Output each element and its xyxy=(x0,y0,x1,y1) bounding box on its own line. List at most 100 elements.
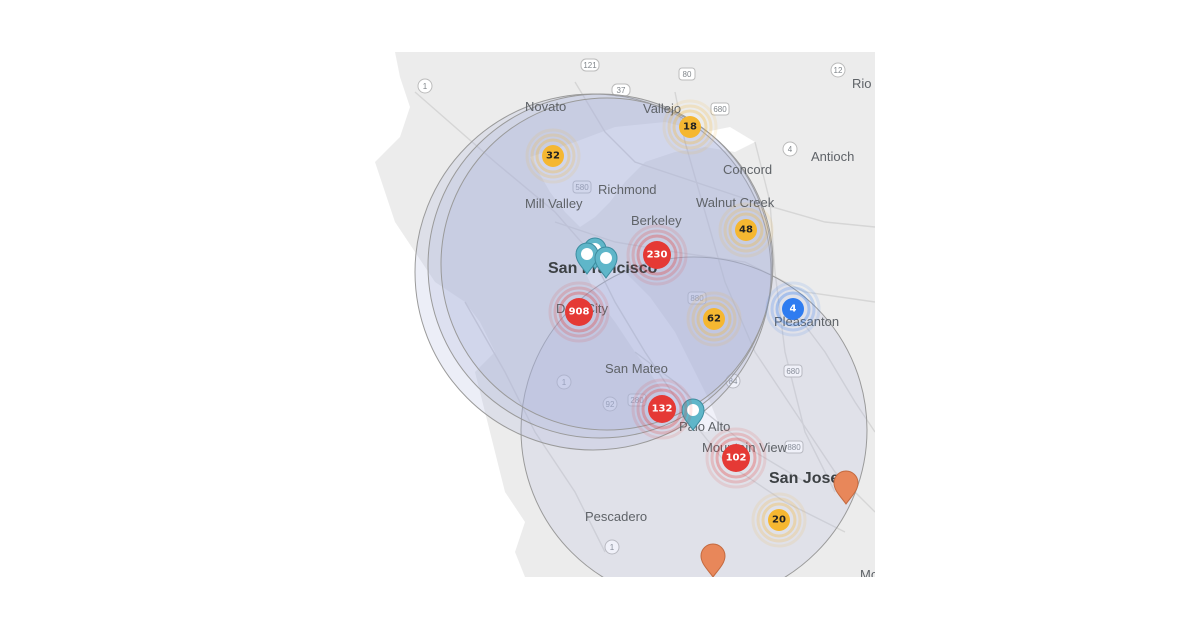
marker-cluster-102[interactable]: 102 xyxy=(705,427,767,489)
marker-cluster-icon xyxy=(703,308,725,330)
cluster-halo xyxy=(696,301,732,337)
svg-text:880: 880 xyxy=(787,443,801,452)
svg-text:680: 680 xyxy=(713,105,727,114)
cluster-halo xyxy=(631,378,693,440)
svg-text:37: 37 xyxy=(617,86,626,95)
cluster-count: 18 xyxy=(683,122,697,133)
marker-cluster-icon xyxy=(643,241,671,269)
marker-cluster-48[interactable]: 48 xyxy=(718,202,774,258)
cluster-halo xyxy=(558,291,600,333)
map-pin-icon[interactable] xyxy=(700,543,726,577)
road-network xyxy=(414,81,875,553)
place-label-richmond: Richmond xyxy=(598,182,657,197)
svg-text:4: 4 xyxy=(788,145,793,154)
bay-water xyxy=(530,122,755,227)
marker-cluster-908[interactable]: 908 xyxy=(548,281,610,343)
marker-cluster-icon xyxy=(735,219,757,241)
cluster-halo xyxy=(662,99,718,155)
marker-cluster-icon xyxy=(648,395,676,423)
highway-shields: 121 37 80 680 1 12 4 580 880 680 84 92 2… xyxy=(417,58,846,555)
radius-overlays[interactable] xyxy=(414,93,868,577)
marker-cluster-20[interactable]: 20 xyxy=(751,492,807,548)
svg-text:880: 880 xyxy=(690,294,704,303)
place-label-walnut-creek: Walnut Creek xyxy=(696,195,775,210)
svg-text:580: 580 xyxy=(575,183,589,192)
cluster-halo xyxy=(686,291,742,347)
svg-text:12: 12 xyxy=(834,66,843,75)
place-label-morgan-hill: Mo xyxy=(860,567,875,577)
cluster-halo xyxy=(691,296,737,342)
svg-text:1: 1 xyxy=(562,378,567,387)
cluster-count: 908 xyxy=(569,307,590,318)
cluster-count: 102 xyxy=(726,453,747,464)
cluster-halo xyxy=(751,492,807,548)
marker-cluster-icon xyxy=(768,509,790,531)
cluster-halo xyxy=(636,383,688,435)
cluster-halo xyxy=(636,234,678,276)
cluster-halo xyxy=(775,291,811,327)
cluster-count: 230 xyxy=(647,250,668,261)
cluster-halo xyxy=(770,286,816,332)
cluster-halo xyxy=(765,281,821,337)
cluster-count: 4 xyxy=(790,304,797,315)
cluster-halo xyxy=(672,109,708,145)
cluster-count: 20 xyxy=(772,515,786,526)
marker-cluster-icon xyxy=(542,145,564,167)
orange-pins[interactable] xyxy=(700,470,859,577)
cluster-count: 32 xyxy=(546,151,560,162)
place-label-antioch: Antioch xyxy=(811,149,854,164)
svg-text:1: 1 xyxy=(610,543,615,552)
marker-clusters[interactable]: 32 18 48 230 908 62 4 132 102 20 xyxy=(525,99,821,548)
place-label-vallejo: Vallejo xyxy=(643,101,681,116)
cluster-halo xyxy=(756,497,802,543)
map-pin-icon[interactable] xyxy=(594,246,618,279)
cluster-halo xyxy=(530,133,576,179)
cluster-halo xyxy=(723,207,769,253)
marker-cluster-icon xyxy=(679,116,701,138)
cluster-halo xyxy=(718,202,774,258)
map-view[interactable]: 121 37 80 680 1 12 4 580 880 680 84 92 2… xyxy=(375,52,875,577)
cluster-count: 48 xyxy=(739,225,753,236)
cluster-halo xyxy=(667,104,713,150)
cluster-halo xyxy=(761,502,797,538)
map-pin-icon[interactable] xyxy=(681,398,705,431)
map-canvas[interactable]: 121 37 80 680 1 12 4 580 880 680 84 92 2… xyxy=(375,52,875,577)
marker-cluster-230[interactable]: 230 xyxy=(626,224,688,286)
cluster-halo xyxy=(548,281,610,343)
marker-cluster-18[interactable]: 18 xyxy=(662,99,718,155)
cluster-halo xyxy=(641,388,683,430)
place-label-concord: Concord xyxy=(723,162,772,177)
cluster-count: 62 xyxy=(707,314,721,325)
cluster-halo xyxy=(626,224,688,286)
cluster-halo xyxy=(705,427,767,489)
sf-bay-water xyxy=(575,252,720,432)
place-label-mill-valley: Mill Valley xyxy=(525,196,583,211)
map-pin-icon[interactable] xyxy=(833,470,859,505)
svg-text:1: 1 xyxy=(423,82,428,91)
marker-cluster-62[interactable]: 62 xyxy=(686,291,742,347)
marker-cluster-icon xyxy=(565,298,593,326)
marker-cluster-4[interactable]: 4 xyxy=(765,281,821,337)
map-pin-icon[interactable] xyxy=(575,242,599,275)
marker-cluster-132[interactable]: 132 xyxy=(631,378,693,440)
cluster-halo xyxy=(715,437,757,479)
svg-text:680: 680 xyxy=(786,367,800,376)
cluster-halo xyxy=(535,138,571,174)
place-label-rio-vista: Rio V xyxy=(852,76,875,91)
place-label-novato: Novato xyxy=(525,99,566,114)
svg-text:92: 92 xyxy=(606,400,615,409)
place-label-san-mateo: San Mateo xyxy=(605,361,668,376)
cluster-halo xyxy=(728,212,764,248)
cluster-halo xyxy=(631,229,683,281)
marker-cluster-icon xyxy=(782,298,804,320)
marker-cluster-icon xyxy=(722,444,750,472)
marker-cluster-32[interactable]: 32 xyxy=(525,128,581,184)
place-label-berkeley: Berkeley xyxy=(631,213,682,228)
svg-text:80: 80 xyxy=(683,70,692,79)
teal-pins[interactable] xyxy=(575,237,705,431)
place-label-san-jose: San Jose xyxy=(769,470,839,487)
cluster-halo xyxy=(710,432,762,484)
svg-text:121: 121 xyxy=(583,61,597,70)
cluster-halo xyxy=(525,128,581,184)
cluster-count: 132 xyxy=(652,404,673,415)
